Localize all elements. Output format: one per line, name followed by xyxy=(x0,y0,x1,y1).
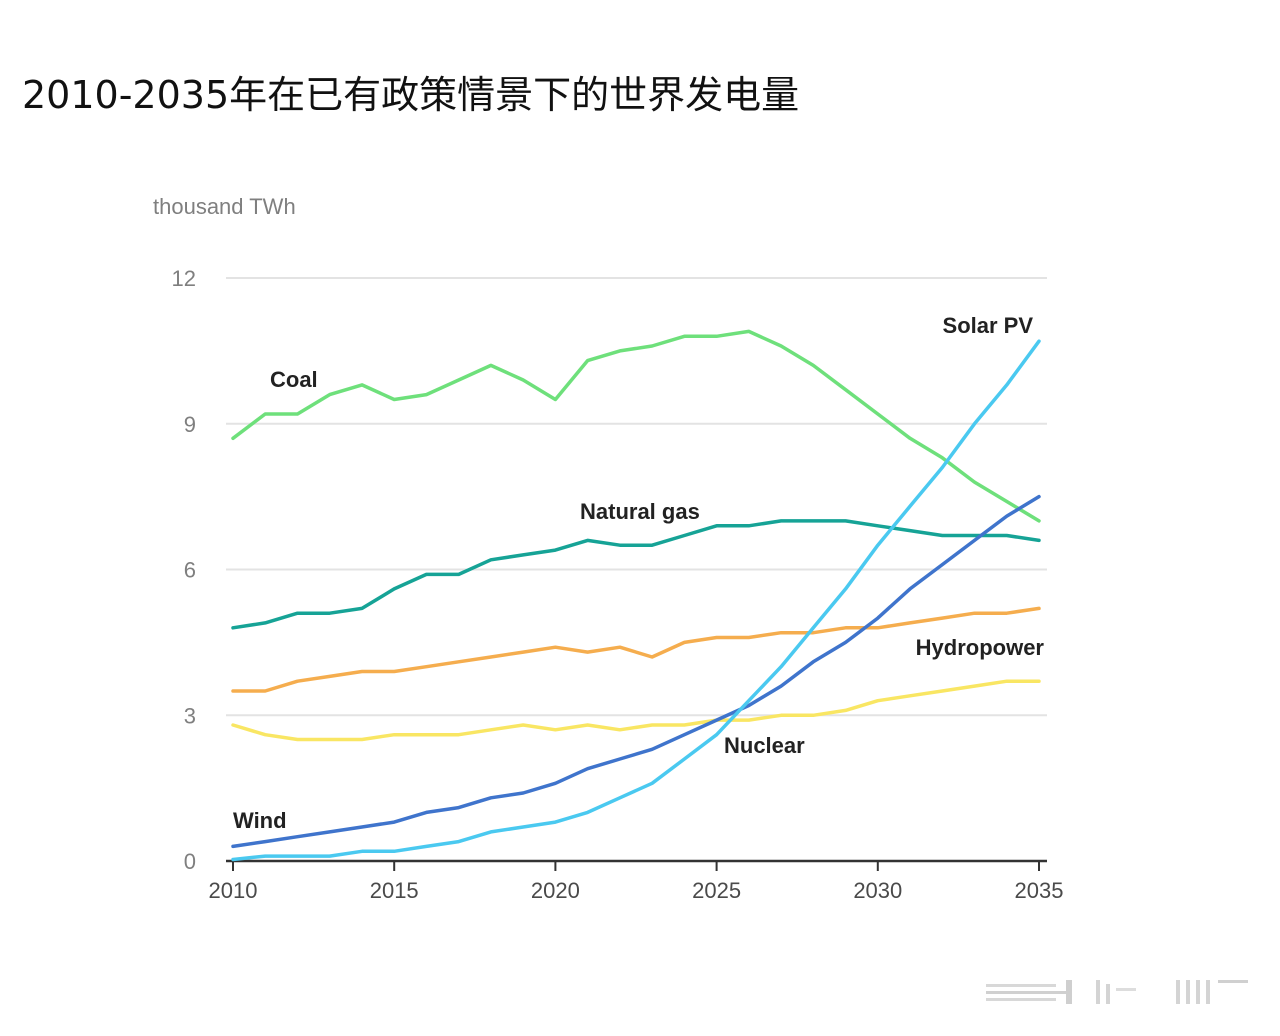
y-tick-label: 6 xyxy=(184,558,196,583)
series-label-hydropower: Hydropower xyxy=(916,635,1045,660)
y-tick-label: 12 xyxy=(172,266,196,291)
series-line-natural-gas xyxy=(231,519,1041,630)
series-line-solar-pv xyxy=(231,339,1041,862)
series-line-coal xyxy=(231,329,1041,523)
series-label-coal: Coal xyxy=(270,367,318,392)
watermark-logo xyxy=(986,980,1248,1004)
series-line-nuclear xyxy=(231,679,1041,742)
x-axis: 2010 2015 2020 2025 2030 2035 xyxy=(209,859,1064,903)
x-tick-label: 2035 xyxy=(1015,878,1064,903)
y-tick-label: 3 xyxy=(184,703,196,728)
y-axis-unit-label: thousand TWh xyxy=(153,194,296,219)
series-label-wind: Wind xyxy=(233,808,287,833)
series-labels: Coal Natural gas Hydropower Nuclear Wind Sola… xyxy=(233,313,1044,833)
series-line-wind xyxy=(231,494,1041,849)
series-label-natural-gas: Natural gas xyxy=(580,499,700,524)
y-axis-ticks: 0 3 6 9 12 xyxy=(172,266,196,874)
y-tick-label: 9 xyxy=(184,412,196,437)
grid-lines xyxy=(226,277,1047,717)
x-tick-label: 2015 xyxy=(370,878,419,903)
y-tick-label: 0 xyxy=(184,849,196,874)
series-lines xyxy=(231,329,1041,862)
page-title: 2010-2035年在已有政策情景下的世界发电量 xyxy=(22,73,800,117)
x-tick-label: 2025 xyxy=(692,878,741,903)
x-tick-label: 2030 xyxy=(853,878,902,903)
series-label-nuclear: Nuclear xyxy=(724,733,805,758)
x-tick-label: 2020 xyxy=(531,878,580,903)
series-line-hydropower xyxy=(231,606,1041,693)
x-tick-label: 2010 xyxy=(209,878,258,903)
series-label-solar-pv: Solar PV xyxy=(943,313,1034,338)
